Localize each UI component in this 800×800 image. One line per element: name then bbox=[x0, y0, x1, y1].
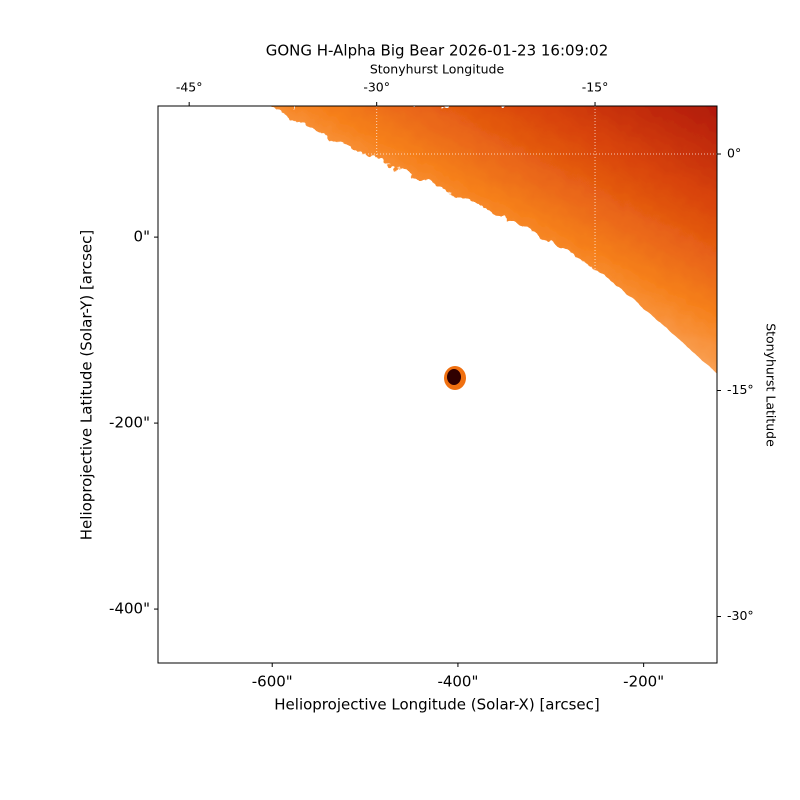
y2-tick-label: -30° bbox=[727, 608, 754, 623]
x-tick-label: -200" bbox=[623, 673, 664, 691]
y-tick-label: -200" bbox=[109, 414, 150, 432]
x-tick-label: -600" bbox=[252, 673, 293, 691]
chart-title: GONG H-Alpha Big Bear 2026-01-23 16:09:0… bbox=[266, 42, 609, 60]
solar-image bbox=[270, 106, 717, 390]
x2-tick-label: -15° bbox=[582, 80, 609, 95]
y-tick-label: 0" bbox=[134, 228, 150, 246]
y2-tick-label: -15° bbox=[727, 382, 754, 397]
y2-tick-label: 0° bbox=[727, 146, 741, 161]
bright-spot bbox=[444, 366, 466, 390]
y-tick-label: -400" bbox=[109, 600, 150, 618]
y2-axis-label: Stonyhurst Latitude bbox=[764, 323, 779, 447]
plot-frame bbox=[157, 105, 718, 664]
grid bbox=[158, 106, 717, 663]
y-axis-label: Helioprojective Latitude (Solar-Y) [arcs… bbox=[78, 230, 96, 540]
x-axis-label: Helioprojective Longitude (Solar-X) [arc… bbox=[274, 696, 599, 714]
x-tick-label: -400" bbox=[437, 673, 478, 691]
x2-tick-label: -30° bbox=[363, 80, 390, 95]
x2-axis-label: Stonyhurst Longitude bbox=[370, 62, 505, 77]
x2-tick-label: -45° bbox=[176, 80, 203, 95]
